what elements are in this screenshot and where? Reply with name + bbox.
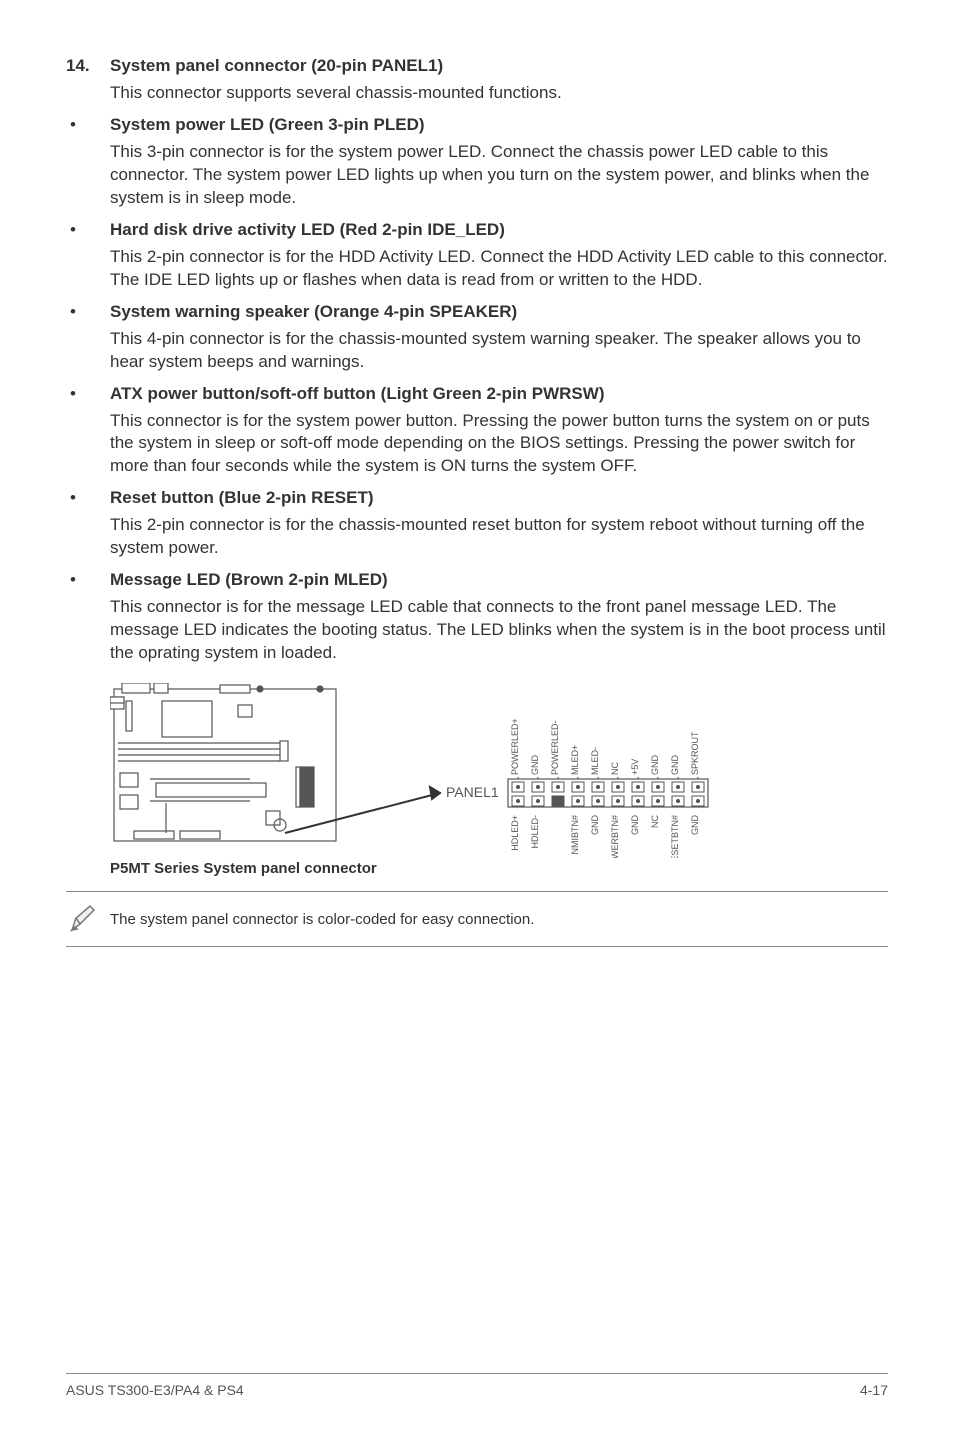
pencil-icon xyxy=(66,902,110,936)
pin-label-bottom: HDLED- xyxy=(530,815,540,849)
panel-connector xyxy=(508,779,708,807)
diagram-area: PANEL1 POWERLED+ GND POWERLED- MLED+ MLED- NC… xyxy=(110,683,888,877)
pin-label-top: +5V xyxy=(630,759,640,775)
bullet-title: Hard disk drive activity LED (Red 2-pin … xyxy=(110,220,505,240)
pin-label-bottom: NMIBTN# xyxy=(570,815,580,855)
connector-label: PANEL1 xyxy=(446,784,499,800)
note-text: The system panel connector is color-code… xyxy=(110,911,534,928)
bullet-body: This 2-pin connector is for the chassis-… xyxy=(110,514,888,560)
bullet-body: This connector is for the system power b… xyxy=(110,410,888,479)
page-footer: ASUS TS300-E3/PA4 & PS4 4-17 xyxy=(66,1373,888,1398)
footer-left: ASUS TS300-E3/PA4 & PS4 xyxy=(66,1382,244,1398)
pin-label-bottom: GND xyxy=(630,815,640,836)
bullet-body: This connector is for the message LED ca… xyxy=(110,596,888,665)
bullet-marker: • xyxy=(66,570,110,590)
bullet-title: System power LED (Green 3-pin PLED) xyxy=(110,115,425,135)
pin-label-bottom: GND xyxy=(590,815,600,836)
bullet-title: System warning speaker (Orange 4-pin SPE… xyxy=(110,302,517,322)
bullet-marker: • xyxy=(66,302,110,322)
pin-label-top: GND xyxy=(650,755,660,776)
pin-label-bottom: GND xyxy=(690,815,700,836)
note-row: The system panel connector is color-code… xyxy=(66,891,888,947)
bullet-marker: • xyxy=(66,220,110,240)
pin-label-top: MLED- xyxy=(590,747,600,775)
diagram-caption: P5MT Series System panel connector xyxy=(110,860,888,877)
pin-label-bottom: RESETBTN# xyxy=(670,815,680,858)
pin-label-top: GND xyxy=(530,755,540,776)
pin-label-bottom: POWERBTN# xyxy=(610,815,620,858)
footer-right: 4-17 xyxy=(860,1382,888,1398)
pin-label-top: SPKROUT xyxy=(690,731,700,775)
panel-diagram: PANEL1 POWERLED+ GND POWERLED- MLED+ MLED- NC… xyxy=(110,683,810,858)
section-number: 14. xyxy=(66,56,110,76)
pin-label-bottom: HDLED+ xyxy=(510,815,520,851)
pin-label-top: POWERLED- xyxy=(550,720,560,775)
bullet-marker: • xyxy=(66,384,110,404)
bullet-marker: • xyxy=(66,115,110,135)
pin-label-top: GND xyxy=(670,755,680,776)
bullet-title: ATX power button/soft-off button (Light … xyxy=(110,384,604,404)
bullet-marker: • xyxy=(66,488,110,508)
pin-label-top: POWERLED+ xyxy=(510,718,520,775)
section-title: System panel connector (20-pin PANEL1) xyxy=(110,56,443,76)
pin-label-bottom: NC xyxy=(650,815,660,828)
bullet-title: Reset button (Blue 2-pin RESET) xyxy=(110,488,374,508)
bullet-body: This 2-pin connector is for the HDD Acti… xyxy=(110,246,888,292)
pin-label-top: NC xyxy=(610,762,620,775)
pin-label-top: MLED+ xyxy=(570,745,580,775)
bullet-body: This 4-pin connector is for the chassis-… xyxy=(110,328,888,374)
bullet-body: This 3-pin connector is for the system p… xyxy=(110,141,888,210)
section-intro: This connector supports several chassis-… xyxy=(110,82,888,105)
bullet-title: Message LED (Brown 2-pin MLED) xyxy=(110,570,388,590)
